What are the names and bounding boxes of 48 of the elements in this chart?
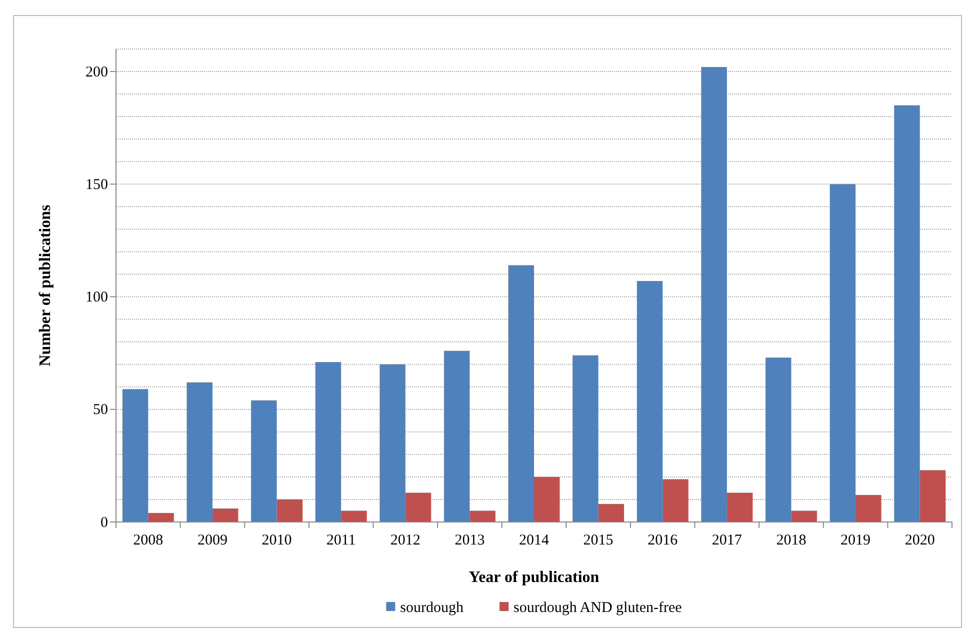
bar [405,492,432,522]
x-tick-label: 2010 [262,532,292,549]
x-tick-label: 2012 [390,532,420,549]
bar [856,494,882,522]
bar [598,504,624,522]
bar [701,67,727,522]
y-tick-label: 0 [100,514,108,531]
x-axis-title: Year of publication [468,569,600,586]
x-tick-label: 2008 [133,532,164,549]
bar [636,280,663,522]
bar [444,350,470,522]
x-tick-label: 2014 [519,532,550,549]
bar [920,470,946,522]
bar [470,510,496,522]
bar [766,358,792,522]
bar [830,184,856,522]
bar [534,476,560,522]
x-tick-label: 2017 [712,532,742,549]
bar [122,389,148,522]
legend-label: sourdough [400,600,464,616]
x-tick-label: 2016 [648,532,678,549]
x-tick-label: 2018 [776,532,806,549]
y-tick-label: 100 [86,290,108,306]
y-axis-title: Number of publications [37,204,54,366]
x-tick-label: 2011 [326,532,356,549]
y-tick-label: 50 [93,402,108,418]
x-tick-label: 2013 [454,532,485,549]
legend-label: sourdough AND gluten-free [514,600,682,616]
bar [341,510,367,522]
bar [726,492,753,522]
y-tick-label: 150 [86,176,108,193]
bar [276,499,302,522]
bar [380,364,406,522]
bar [791,510,817,522]
bar [186,382,212,522]
bar [508,265,534,522]
bar [148,512,174,522]
bar [662,479,688,522]
x-tick-label: 2019 [840,532,871,549]
bar [894,105,920,522]
x-tick-label: 2009 [197,532,228,549]
bar [572,355,598,522]
x-tick-label: 2015 [583,532,614,549]
y-tick-label: 200 [86,64,108,80]
x-tick-label: 2020 [904,532,935,549]
bar [315,362,342,522]
bar [251,400,277,522]
bar [212,508,238,522]
